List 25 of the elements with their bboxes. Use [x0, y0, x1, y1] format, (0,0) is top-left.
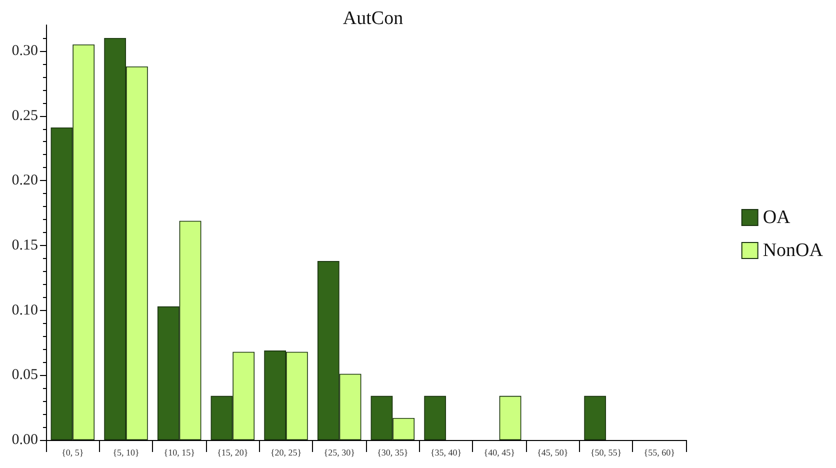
y-tick-label: 0.30: [12, 42, 38, 59]
y-tick-label: 0.25: [12, 108, 38, 124]
x-tick-label: {20, 25}: [270, 448, 302, 458]
x-tick-label: {25, 30}: [324, 448, 355, 458]
x-tick-label: {10, 15}: [164, 448, 195, 458]
x-tick-label: {15, 20}: [217, 448, 248, 458]
legend-label: NonOA: [762, 240, 824, 261]
y-tick-label: 0.10: [12, 302, 38, 318]
x-tick-label: {50, 55}: [590, 448, 622, 458]
y-tick-label: 0.00: [12, 432, 38, 448]
bar: [499, 396, 522, 440]
x-tick-label: {30, 35}: [377, 448, 408, 458]
legend-label: OA: [762, 207, 791, 228]
bar: [424, 396, 446, 440]
y-tick-label: 0.05: [12, 367, 38, 384]
bar: [584, 396, 606, 440]
y-tick-label: 0.20: [12, 172, 38, 189]
x-tick-label: {35, 40}: [430, 448, 462, 458]
y-tick-label: 0.15: [12, 237, 38, 254]
x-tick-label: {40, 45}: [484, 448, 515, 458]
x-tick-label: {0, 5}: [62, 448, 84, 458]
x-tick-label: {5, 10}: [112, 448, 140, 458]
x-tick-label: {45, 50}: [537, 448, 568, 458]
x-tick-label: {55, 60}: [644, 448, 675, 458]
chart-title: AutCon: [342, 8, 404, 29]
